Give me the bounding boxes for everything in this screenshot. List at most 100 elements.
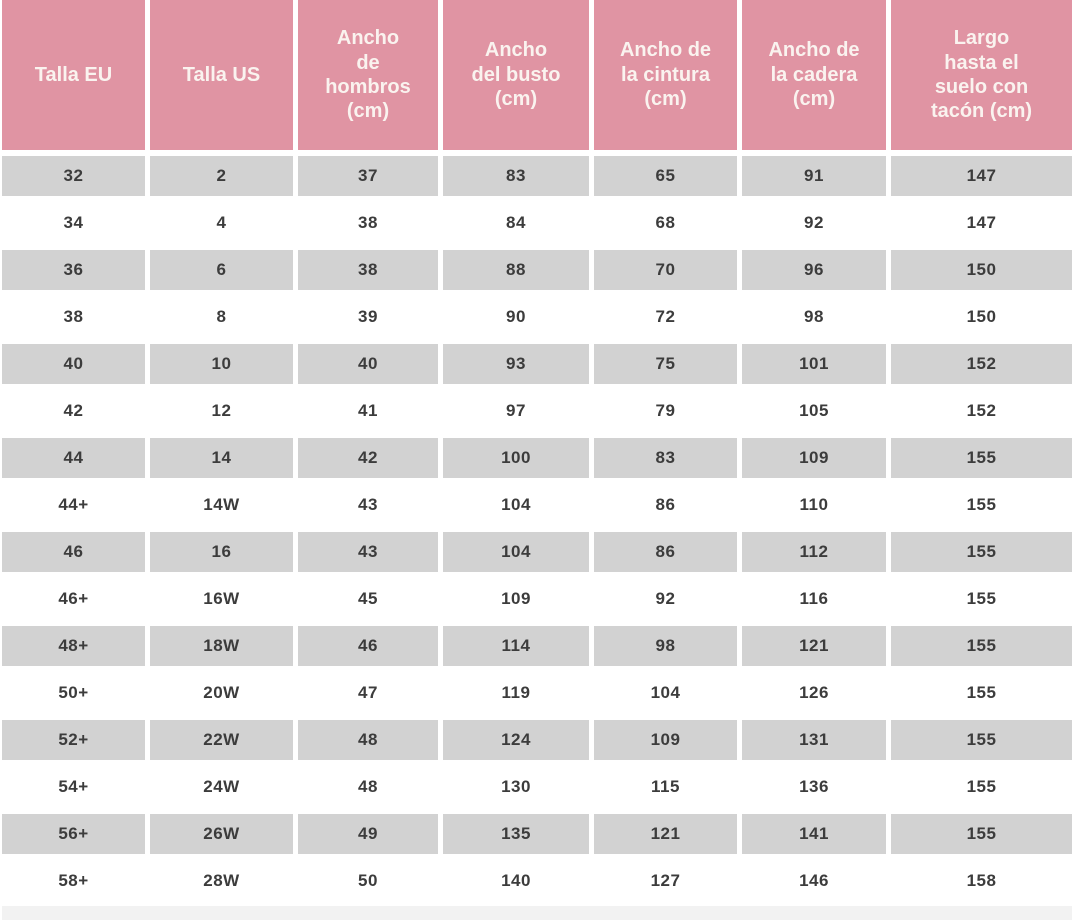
table-cell: 155 bbox=[966, 776, 997, 796]
table-cell: 127 bbox=[650, 870, 681, 890]
table-cell: 24W bbox=[203, 776, 240, 796]
table-row: 34 4 38 84 68 92 147 bbox=[2, 199, 1072, 246]
table-cell: 105 bbox=[799, 400, 829, 420]
table-cell: 79 bbox=[655, 400, 676, 420]
table-cell: 16W bbox=[203, 588, 240, 608]
table-row: 54+ 24W 48 130 115 136 155 bbox=[2, 763, 1072, 810]
table-cell: 58+ bbox=[58, 870, 89, 890]
header-cell-0: Talla EU bbox=[2, 0, 145, 150]
table-cell: 45 bbox=[358, 588, 378, 608]
table-cell: 97 bbox=[506, 400, 526, 420]
table-cell: 119 bbox=[501, 682, 531, 702]
footer-strip bbox=[2, 906, 1072, 920]
table-cell: 84 bbox=[506, 212, 526, 232]
table-cell: 86 bbox=[594, 528, 737, 575]
table-row: 42 12 41 97 79 105 152 bbox=[2, 387, 1072, 434]
table-cell: 36 bbox=[2, 246, 145, 293]
header-cell-4: Ancho de la cintura (cm) bbox=[594, 0, 737, 150]
table-cell: 56+ bbox=[2, 810, 145, 857]
table-cell: 150 bbox=[891, 246, 1072, 293]
table-cell: 140 bbox=[501, 870, 531, 890]
table-cell: 43 bbox=[298, 528, 438, 575]
table-cell: 83 bbox=[594, 434, 737, 481]
table-cell: 83 bbox=[443, 152, 589, 199]
table-cell: 150 bbox=[966, 306, 997, 326]
table-row: 58+ 28W 50 140 127 146 158 bbox=[2, 857, 1072, 904]
table-cell: 46 bbox=[298, 622, 438, 669]
header-cell-3: Ancho del busto (cm) bbox=[443, 0, 589, 150]
table-row: 36 6 38 88 70 96 150 bbox=[2, 246, 1072, 293]
table-cell: 98 bbox=[594, 622, 737, 669]
table-cell: 98 bbox=[804, 306, 824, 326]
table-cell: 155 bbox=[966, 494, 997, 514]
table-cell: 46+ bbox=[58, 588, 89, 608]
table-cell: 155 bbox=[891, 622, 1072, 669]
table-cell: 158 bbox=[966, 870, 997, 890]
table-row: 32 2 37 83 65 91 147 bbox=[2, 152, 1072, 199]
table-cell: 39 bbox=[358, 306, 378, 326]
table-cell: 104 bbox=[443, 528, 589, 575]
table-cell: 37 bbox=[298, 152, 438, 199]
table-cell: 14 bbox=[150, 434, 293, 481]
table-cell: 48 bbox=[298, 716, 438, 763]
table-cell: 93 bbox=[443, 340, 589, 387]
table-cell: 88 bbox=[443, 246, 589, 293]
table-cell: 46 bbox=[2, 528, 145, 575]
table-cell: 75 bbox=[594, 340, 737, 387]
table-cell: 147 bbox=[891, 152, 1072, 199]
table-cell: 68 bbox=[655, 212, 676, 232]
table-row: 52+ 22W 48 124 109 131 155 bbox=[2, 716, 1072, 763]
table-cell: 104 bbox=[501, 494, 531, 514]
table-cell: 130 bbox=[501, 776, 531, 796]
table-cell: 116 bbox=[799, 588, 829, 608]
table-cell: 101 bbox=[742, 340, 886, 387]
header-cell-1: Talla US bbox=[150, 0, 293, 150]
table-row: 48+ 18W 46 114 98 121 155 bbox=[2, 622, 1072, 669]
table-cell: 72 bbox=[655, 306, 676, 326]
table-cell: 155 bbox=[966, 588, 997, 608]
table-cell: 104 bbox=[650, 682, 681, 702]
table-row: 44+ 14W 43 104 86 110 155 bbox=[2, 481, 1072, 528]
table-cell: 32 bbox=[2, 152, 145, 199]
header-cell-5: Ancho de la cadera (cm) bbox=[742, 0, 886, 150]
header-cell-6: Largo hasta el suelo con tacón (cm) bbox=[891, 0, 1072, 150]
table-row: 44 14 42 100 83 109 155 bbox=[2, 434, 1072, 481]
table-cell: 155 bbox=[891, 716, 1072, 763]
table-cell: 40 bbox=[298, 340, 438, 387]
table-cell: 121 bbox=[742, 622, 886, 669]
table-cell: 136 bbox=[799, 776, 829, 796]
table-cell: 54+ bbox=[58, 776, 89, 796]
table-cell: 22W bbox=[150, 716, 293, 763]
table-cell: 124 bbox=[443, 716, 589, 763]
table-cell: 38 bbox=[358, 212, 378, 232]
table-row: 46 16 43 104 86 112 155 bbox=[2, 528, 1072, 575]
table-cell: 44+ bbox=[58, 494, 89, 514]
table-cell: 135 bbox=[443, 810, 589, 857]
table-cell: 20W bbox=[203, 682, 240, 702]
table-cell: 100 bbox=[443, 434, 589, 481]
table-cell: 49 bbox=[298, 810, 438, 857]
table-cell: 155 bbox=[891, 434, 1072, 481]
table-cell: 141 bbox=[742, 810, 886, 857]
table-cell: 92 bbox=[655, 588, 676, 608]
table-cell: 109 bbox=[594, 716, 737, 763]
table-cell: 47 bbox=[358, 682, 378, 702]
table-cell: 50 bbox=[358, 870, 378, 890]
table-cell: 152 bbox=[966, 400, 997, 420]
table-cell: 16 bbox=[150, 528, 293, 575]
table-cell: 40 bbox=[2, 340, 145, 387]
table-cell: 34 bbox=[63, 212, 84, 232]
table-cell: 38 bbox=[298, 246, 438, 293]
table-body: 32 2 37 83 65 91 147 34 4 38 84 68 92 147 36 6 38 88 70 96 1… bbox=[2, 150, 1072, 904]
table-cell: 112 bbox=[742, 528, 886, 575]
table-cell: 52+ bbox=[2, 716, 145, 763]
table-cell: 121 bbox=[594, 810, 737, 857]
table-cell: 42 bbox=[63, 400, 84, 420]
table-cell: 42 bbox=[298, 434, 438, 481]
table-cell: 155 bbox=[891, 810, 1072, 857]
table-cell: 41 bbox=[358, 400, 378, 420]
table-cell: 114 bbox=[443, 622, 589, 669]
table-row: 40 10 40 93 75 101 152 bbox=[2, 340, 1072, 387]
table-cell: 65 bbox=[594, 152, 737, 199]
table-cell: 109 bbox=[742, 434, 886, 481]
